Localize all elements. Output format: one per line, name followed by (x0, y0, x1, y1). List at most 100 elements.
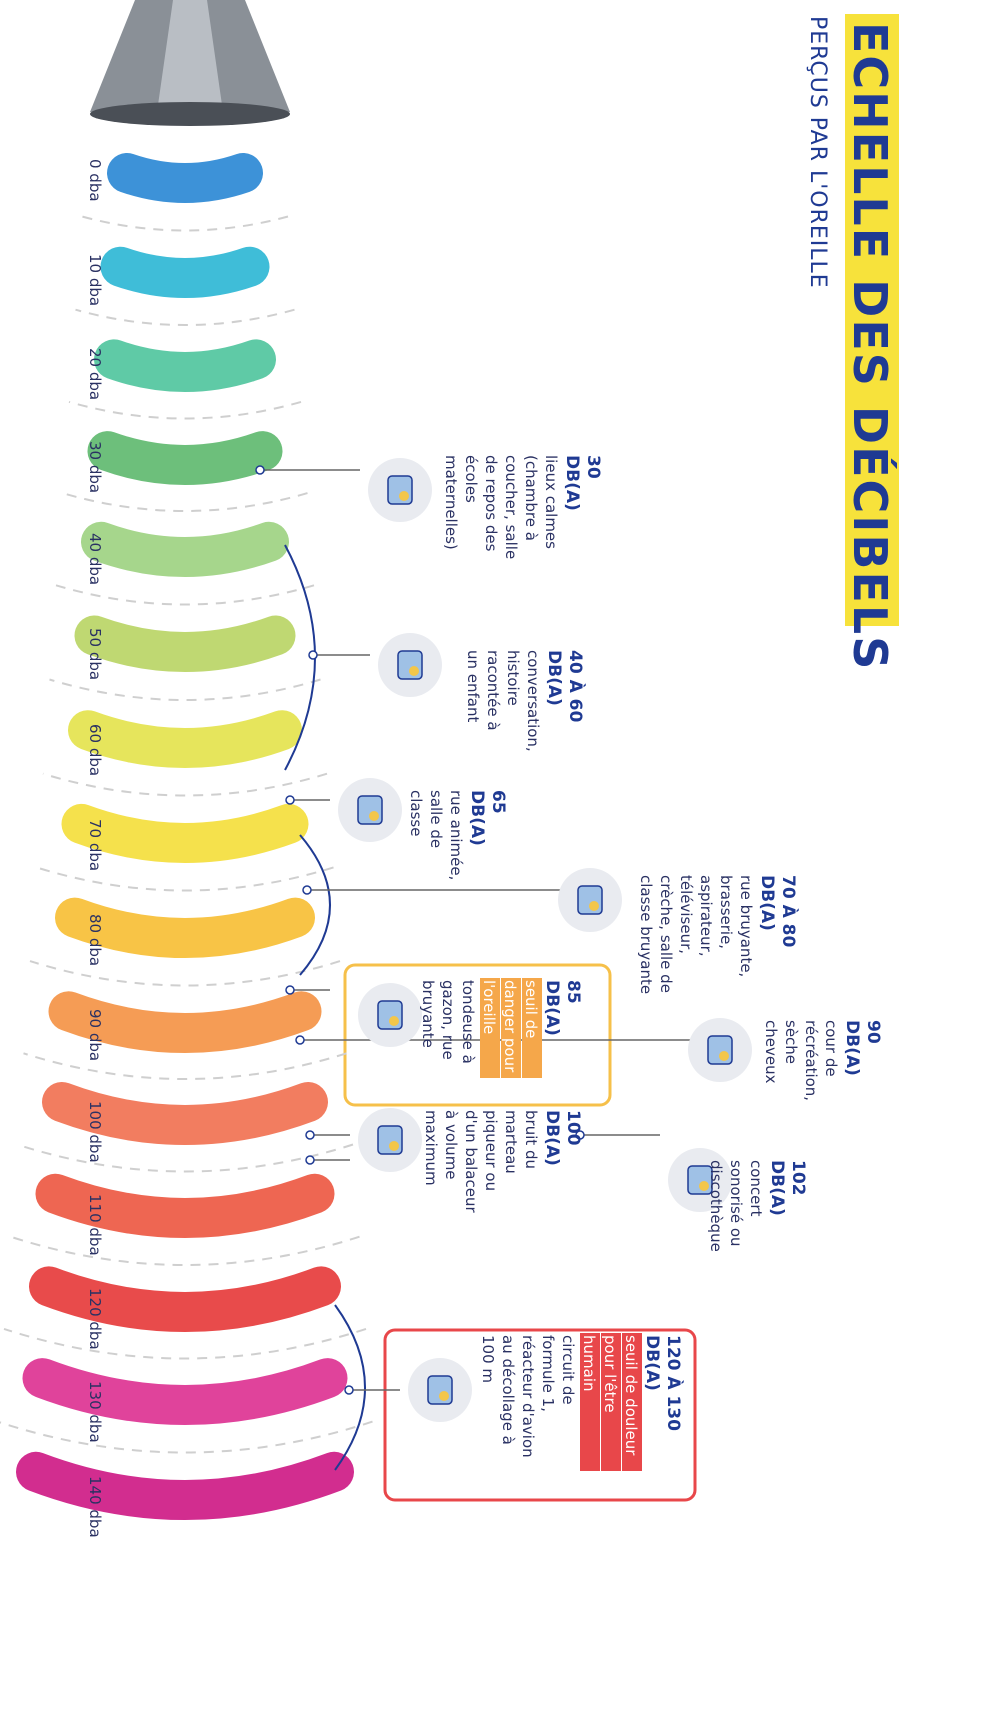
dashed-arc (50, 680, 321, 701)
level-label: 130 dba (86, 1381, 104, 1443)
annotation-heading: 30 (583, 455, 603, 479)
icon-shape (378, 1126, 402, 1154)
dashed-arc (43, 774, 327, 796)
icon-shape (708, 1036, 732, 1064)
annotation-heading: DB(A) (542, 1110, 562, 1166)
annotation-text: rue bruyante, (737, 875, 755, 977)
annotation-text: maternelles) (442, 455, 460, 550)
level-band (101, 542, 269, 557)
level-band (108, 451, 263, 465)
level-label: 80 dba (86, 914, 104, 966)
dashed-arc (69, 402, 301, 419)
annotation-highlight: seuil de douleur (622, 1335, 640, 1456)
connector-dot (256, 466, 264, 474)
icon-accent (409, 666, 419, 676)
annotation-text: classe bruyante (637, 875, 655, 994)
connector-dot (296, 1036, 304, 1044)
connector-dot (345, 1386, 353, 1394)
level-band (82, 824, 289, 843)
connector-dot (309, 651, 317, 659)
annotation-heading: DB(A) (562, 455, 582, 511)
level-band (121, 267, 250, 278)
annotation-highlight: pour l'être (601, 1335, 619, 1413)
annotation-heading: DB(A) (757, 875, 777, 931)
level-label: 0 dba (86, 159, 104, 202)
icon-accent (389, 1141, 399, 1151)
annotation-text: classe (407, 790, 425, 836)
annotation-heading: DB(A) (767, 1160, 787, 1216)
level-label: 60 dba (86, 724, 104, 776)
annotation-text: sonorisé ou (727, 1160, 745, 1247)
level-label: 140 dba (86, 1476, 104, 1538)
annotation-text: marteau (502, 1110, 520, 1174)
level-band (95, 636, 276, 653)
annotation-text: concert (747, 1160, 765, 1217)
annotation-heading: 40 À 60 (565, 650, 587, 722)
dashed-arc (0, 1422, 373, 1453)
level-band (43, 1378, 328, 1405)
annotation-text: écoles (462, 455, 480, 503)
icon-shape (428, 1376, 452, 1404)
annotation-text: conversation, (524, 650, 542, 752)
annotation-text: de repos des (482, 455, 500, 552)
level-band (114, 359, 256, 372)
subtitle: PERÇUS PAR L'OREILLE (805, 16, 830, 289)
icon-shape (578, 886, 602, 914)
page: {"header": {"title": "ECHELLE DES DÉCIBE… (0, 0, 997, 1718)
annotation-heading: DB(A) (467, 790, 487, 846)
annotation-heading: DB(A) (544, 650, 564, 706)
icon-accent (439, 1391, 449, 1401)
annotation-heading: 100 (563, 1110, 583, 1146)
dashed-arc (30, 961, 340, 985)
icon-accent (719, 1051, 729, 1061)
annotation-text: discothèque (707, 1160, 725, 1252)
icon-accent (389, 1016, 399, 1026)
annotation-heading: 65 (488, 790, 508, 814)
annotation-text: maximum (422, 1110, 440, 1186)
annotation-text: tondeuse à (459, 980, 477, 1064)
infographic: ECHELLE DES DÉCIBELS PERÇUS PAR L'OREILL… (0, 0, 997, 1718)
annotation-text: réacteur d'avion (519, 1335, 537, 1458)
annotation-text: bruyante (419, 980, 437, 1048)
dashed-arc (82, 217, 288, 231)
dashed-arc (37, 867, 334, 890)
dashed-arc (4, 1329, 366, 1359)
level-label: 70 dba (86, 819, 104, 871)
dashed-arc (76, 310, 295, 325)
annotation-heading: DB(A) (842, 1020, 862, 1076)
annotation-heading: DB(A) (642, 1335, 662, 1391)
level-label: 40 dba (86, 533, 104, 585)
annotation-text: formule 1, (539, 1335, 557, 1412)
icon-accent (399, 491, 409, 501)
annotation-highlight: danger pour (501, 980, 519, 1073)
annotation-heading: 85 (563, 980, 583, 1004)
icon-accent (369, 811, 379, 821)
annotation-text: cheveux (762, 1020, 780, 1084)
connector-dot (306, 1131, 314, 1139)
annotation-text: 100 m (479, 1335, 497, 1383)
level-label: 110 dba (86, 1194, 104, 1256)
level-label: 90 dba (86, 1009, 104, 1061)
icon-accent (589, 901, 599, 911)
annotation-heading: 120 À 130 (663, 1335, 685, 1431)
annotation-highlight: seuil de (522, 980, 540, 1038)
annotation-text: piqueur ou (482, 1110, 500, 1191)
level-band (88, 730, 282, 748)
level-label: 120 dba (86, 1288, 104, 1350)
icon-shape (378, 1001, 402, 1029)
annotation-text: brasserie, (717, 875, 735, 949)
level-label: 10 dba (86, 254, 104, 306)
annotation-text: d'un balaceur (462, 1110, 480, 1213)
level-label: 50 dba (86, 628, 104, 680)
connector-dot (286, 986, 294, 994)
annotation-text: racontée à (484, 650, 502, 731)
annotation-text: salle de (427, 790, 445, 848)
level-label: 30 dba (86, 441, 104, 493)
dashed-arc (63, 493, 308, 511)
annotation-heading: DB(A) (542, 980, 562, 1036)
annotation-text: au décollage à (499, 1335, 517, 1445)
annotation-text: récréation, (802, 1020, 820, 1101)
title: ECHELLE DES DÉCIBELS (843, 22, 897, 671)
level-label: 20 dba (86, 348, 104, 400)
connector-dot (306, 1156, 314, 1164)
